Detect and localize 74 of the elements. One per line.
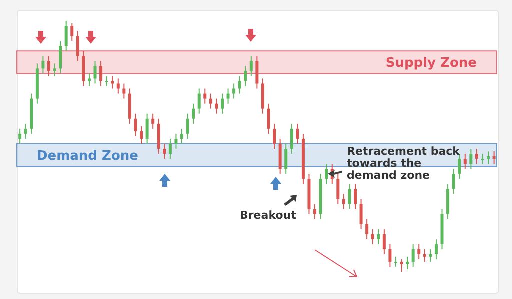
candlestick bbox=[354, 184, 357, 210]
candlestick bbox=[186, 113, 190, 140]
candlestick bbox=[116, 78, 120, 94]
candlestick bbox=[377, 228, 380, 245]
candlestick bbox=[290, 123, 294, 155]
candlestick bbox=[348, 184, 352, 210]
candlestick bbox=[209, 93, 212, 110]
candlestick bbox=[423, 248, 426, 262]
candlestick bbox=[152, 113, 155, 130]
candlestick bbox=[492, 151, 496, 165]
candlestick bbox=[371, 228, 374, 245]
candlestick bbox=[180, 128, 184, 144]
candlestick bbox=[24, 123, 28, 140]
candlestick bbox=[388, 244, 392, 268]
candlestick bbox=[412, 244, 415, 268]
candlestick bbox=[429, 248, 432, 262]
candlestick bbox=[168, 138, 172, 160]
candlestick bbox=[70, 23, 74, 42]
candlestick bbox=[336, 174, 340, 205]
candlestick bbox=[64, 21, 68, 52]
candlestick bbox=[53, 63, 56, 77]
candlestick bbox=[42, 56, 45, 74]
candlestick bbox=[140, 126, 144, 144]
candlestick bbox=[256, 56, 259, 90]
candlestick bbox=[470, 148, 473, 170]
band-label: Demand Zone bbox=[37, 148, 139, 164]
candlestick bbox=[204, 88, 207, 104]
candlestick bbox=[296, 123, 300, 144]
candlestick bbox=[267, 103, 270, 134]
candlestick bbox=[59, 40, 62, 74]
candlestick bbox=[76, 30, 80, 62]
candlestick bbox=[146, 113, 149, 144]
candlestick bbox=[325, 164, 328, 185]
candlestick bbox=[47, 56, 50, 77]
candlestick bbox=[394, 256, 398, 268]
candlestick bbox=[434, 238, 438, 260]
candlestick bbox=[400, 258, 404, 272]
candlestick bbox=[163, 143, 166, 160]
candlestick bbox=[215, 98, 218, 114]
candlestick bbox=[284, 143, 288, 175]
candlestick bbox=[342, 194, 346, 210]
candlestick bbox=[94, 60, 97, 84]
candlestick bbox=[418, 244, 421, 260]
annotation: Breakout bbox=[240, 209, 298, 222]
candlestick bbox=[88, 73, 91, 87]
candlestick bbox=[226, 88, 230, 104]
candlestick bbox=[487, 151, 490, 165]
candlestick bbox=[232, 83, 236, 100]
candlestick bbox=[458, 154, 462, 180]
candlestick bbox=[382, 228, 386, 255]
candlestick bbox=[100, 60, 103, 87]
candlestick bbox=[250, 56, 253, 77]
annotation: Retracement back towards the demand zone bbox=[347, 145, 461, 182]
candlestick bbox=[481, 154, 484, 165]
candlestick bbox=[452, 168, 456, 195]
candlestick bbox=[105, 76, 108, 87]
candlestick bbox=[360, 198, 363, 230]
candlestick bbox=[238, 76, 242, 94]
candlestick bbox=[244, 66, 248, 87]
candlestick bbox=[464, 154, 467, 170]
candlestick bbox=[366, 218, 369, 240]
band-label: Supply Zone bbox=[386, 56, 478, 72]
candlestick bbox=[475, 148, 478, 165]
candlestick bbox=[406, 256, 410, 270]
candlestick bbox=[18, 128, 22, 144]
candlestick bbox=[198, 88, 201, 114]
candlestick bbox=[220, 93, 224, 114]
candlestick bbox=[122, 83, 126, 100]
candlestick bbox=[273, 123, 276, 150]
candlestick bbox=[134, 113, 138, 137]
candlestick bbox=[111, 76, 114, 90]
candlestick bbox=[174, 133, 178, 150]
candlestick bbox=[192, 103, 196, 124]
candlestick bbox=[314, 204, 317, 220]
